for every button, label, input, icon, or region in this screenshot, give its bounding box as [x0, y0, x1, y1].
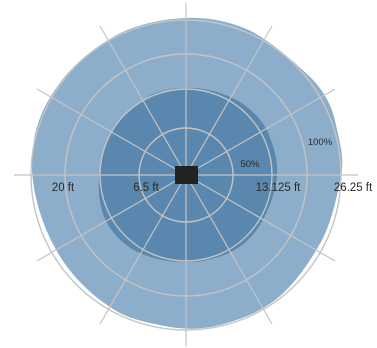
grid-spoke-330	[185, 174, 336, 262]
grid-spoke-120	[99, 25, 187, 176]
grid-spoke-240	[99, 174, 187, 325]
polar-grid	[14, 3, 358, 347]
percent-label-50: 50%	[240, 159, 260, 170]
distance-label-26-25ft: 26.25 ft	[334, 182, 373, 194]
distance-label-6-5ft: 6.5 ft	[133, 182, 159, 194]
grid-spoke-150	[36, 88, 187, 176]
percent-label-100: 100%	[308, 137, 333, 148]
distance-label-13-125ft: 13.125 ft	[256, 182, 302, 194]
grid-spoke-300	[185, 174, 273, 325]
distance-label-20ft: 20 ft	[52, 182, 75, 194]
grid-spoke-60	[185, 25, 273, 176]
grid-spoke-210	[36, 174, 187, 262]
grid-spoke-30	[185, 88, 336, 176]
device-marker	[175, 166, 198, 184]
grid-spokes	[14, 3, 358, 347]
